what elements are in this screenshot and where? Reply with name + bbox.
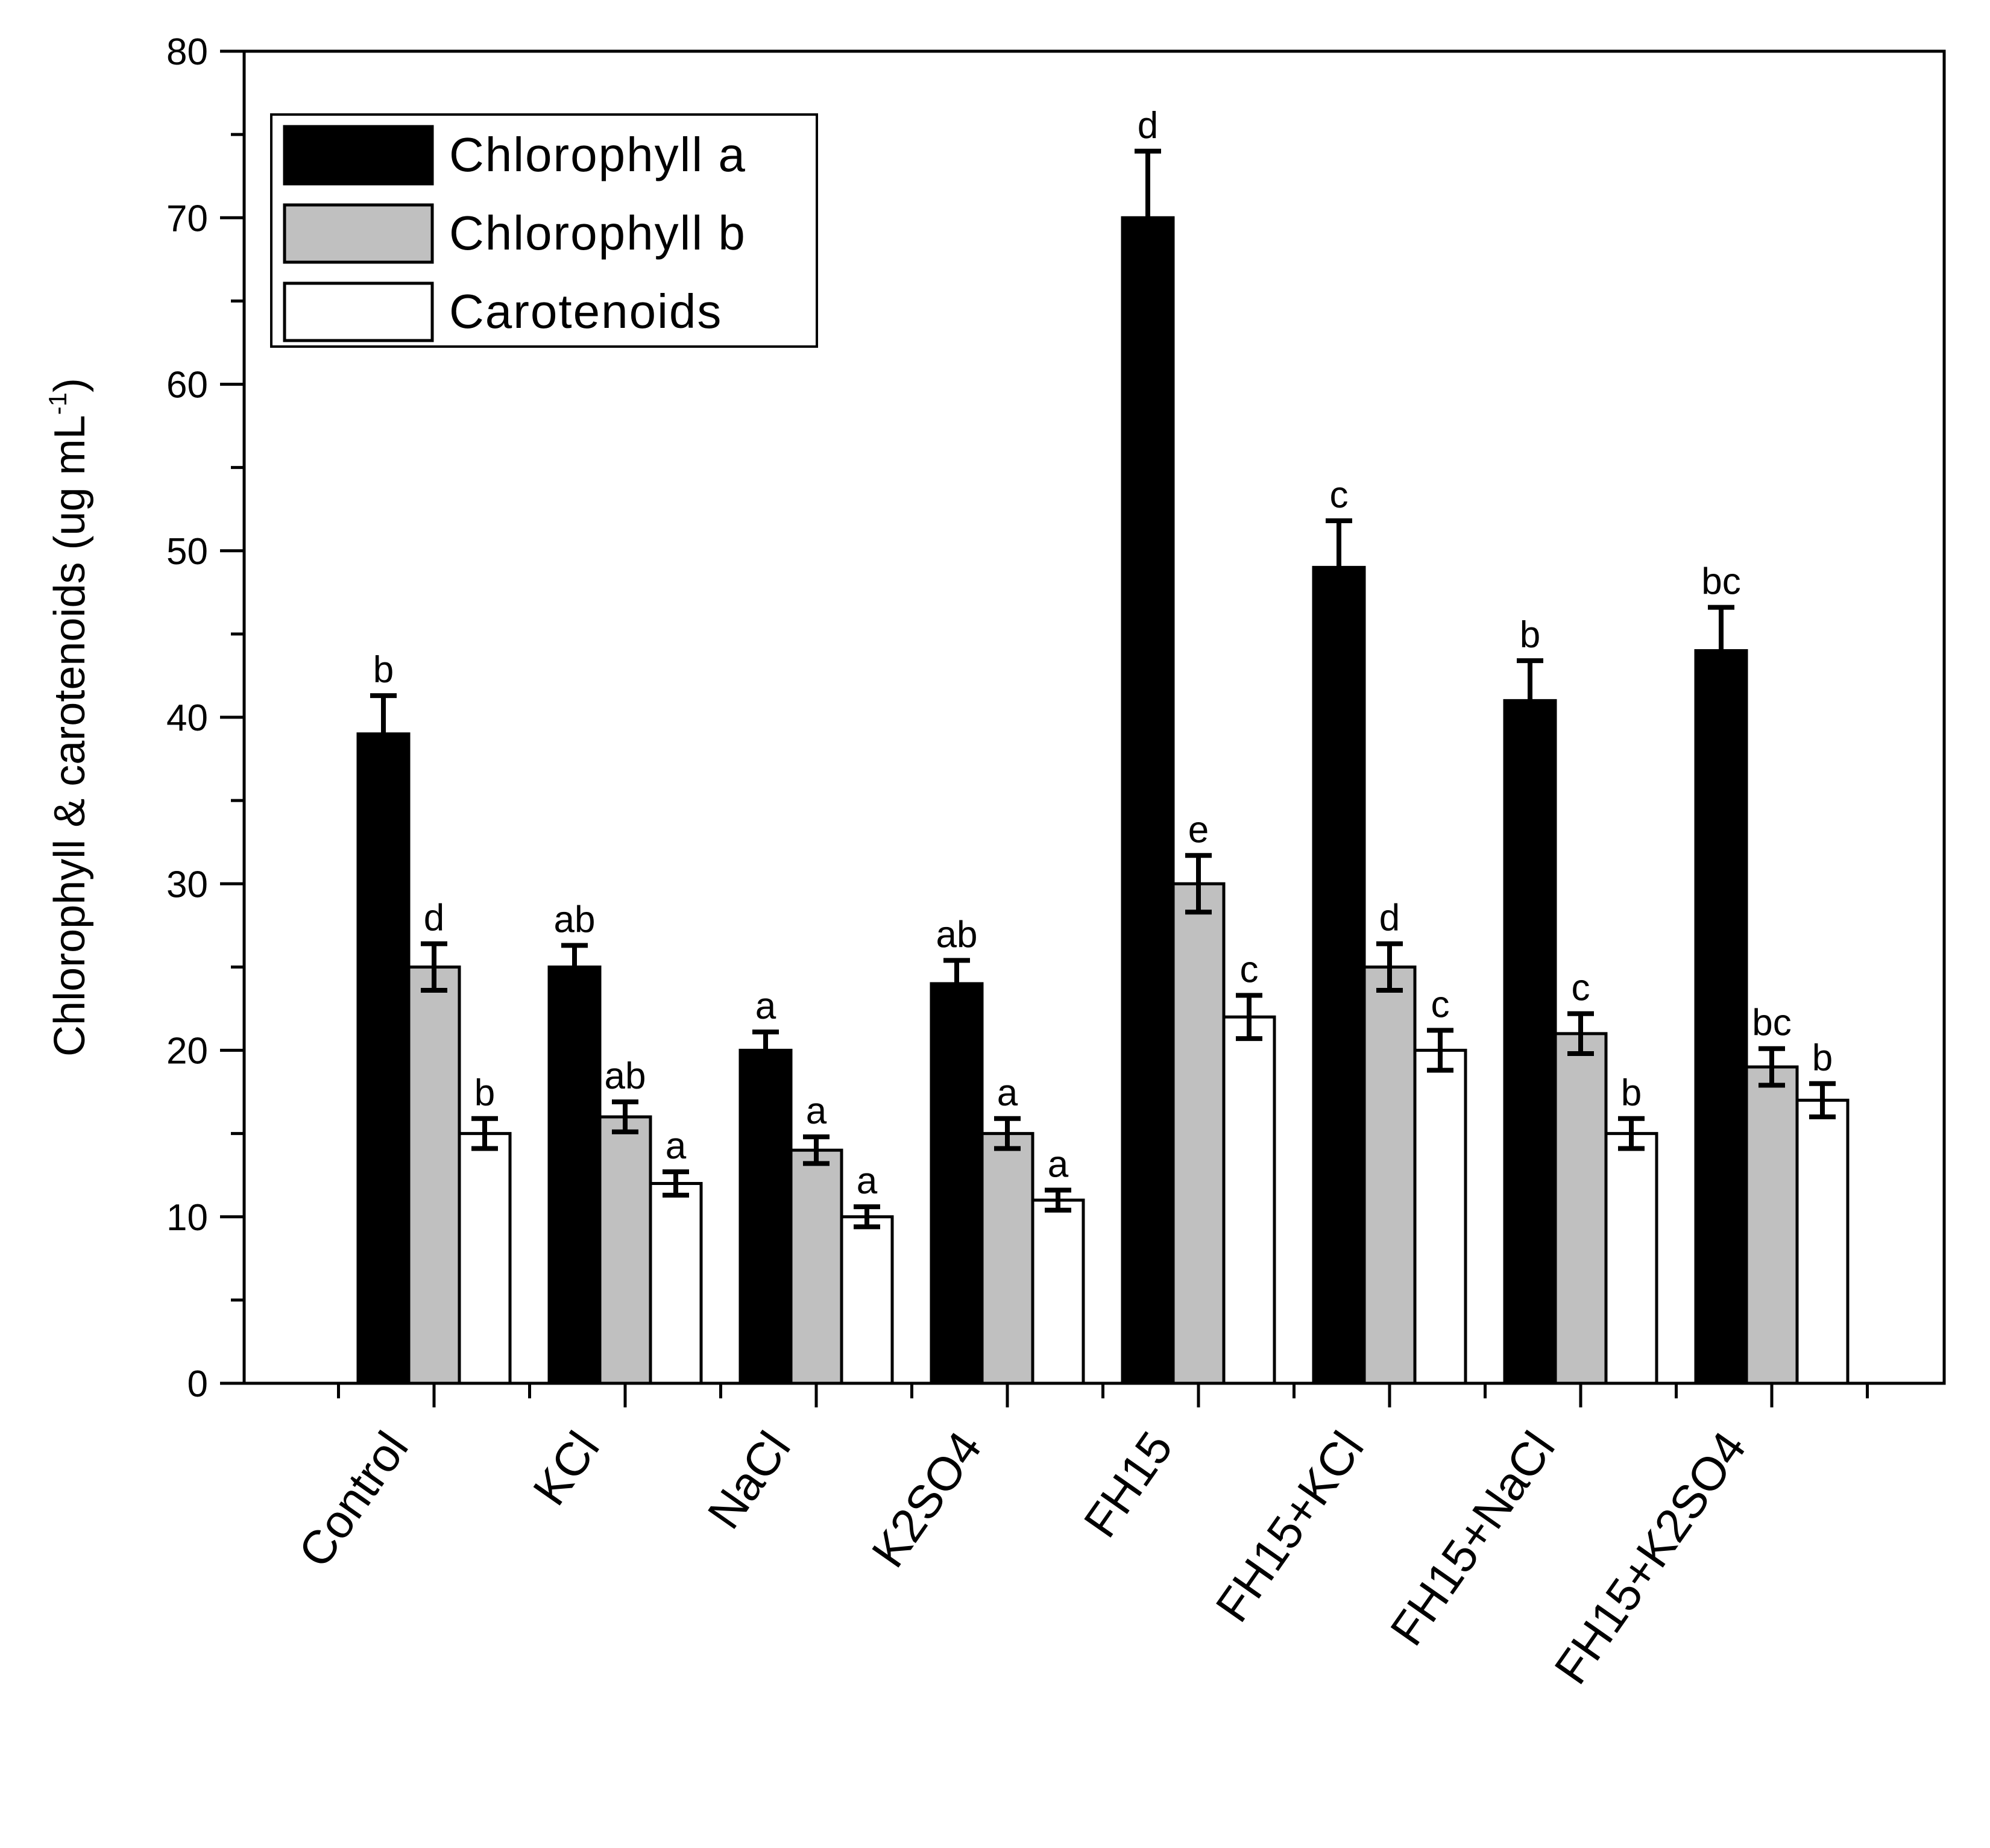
significance-label: c <box>1572 967 1590 1009</box>
bar-carotenoids-fh15-k2so4 <box>1795 1098 1850 1385</box>
significance-label: a <box>666 1125 687 1167</box>
significance-label: a <box>857 1160 878 1202</box>
bar-chlorophyll-b-fh15-nacl <box>1554 1032 1608 1385</box>
bar-chlorophyll-b-nacl <box>789 1148 843 1385</box>
bar-chlorophyll-a-control <box>356 732 411 1385</box>
legend: Chlorophyll a Chlorophyll b Carotenoids <box>270 113 818 348</box>
significance-label: ab <box>554 899 596 940</box>
legend-label-chlorophyll-b: Chlorophyll b <box>449 206 746 260</box>
x-tick-label: K2SO4 <box>861 1422 992 1576</box>
x-tick-label: NaCl <box>697 1422 801 1538</box>
significance-label: d <box>1379 897 1400 939</box>
bar-carotenoids-kcl <box>649 1182 703 1385</box>
legend-swatch-chlorophyll-a <box>283 125 434 186</box>
significance-label: c <box>1431 984 1450 1025</box>
x-tick-label: FH15+KCl <box>1205 1422 1374 1631</box>
bar-carotenoids-fh15 <box>1222 1015 1276 1385</box>
bar-chlorophyll-b-k2so4 <box>980 1132 1034 1385</box>
legend-swatch-chlorophyll-b <box>283 203 434 264</box>
y-axis-title: Chlorophyll & carotenoids (ug mL-1) <box>43 378 94 1057</box>
bar-carotenoids-k2so4 <box>1031 1198 1085 1385</box>
y-tick-label: 20 <box>166 1031 208 1072</box>
bar-chlorophyll-b-control <box>407 965 461 1385</box>
significance-label: b <box>474 1072 495 1114</box>
x-tick-label: FH15 <box>1073 1422 1182 1547</box>
bar-carotenoids-fh15-nacl <box>1604 1132 1658 1385</box>
significance-label: b <box>373 649 394 691</box>
bar-chlorophyll-a-k2so4 <box>930 982 984 1385</box>
bar-chlorophyll-b-fh15 <box>1171 882 1226 1385</box>
bar-carotenoids-nacl <box>840 1215 894 1385</box>
y-axis-title-main: Chlorophyll & carotenoids (ug mL <box>46 415 94 1057</box>
significance-label: b <box>1812 1037 1833 1079</box>
legend-label-chlorophyll-a: Chlorophyll a <box>449 128 746 181</box>
y-tick-label: 50 <box>166 531 208 573</box>
significance-label: d <box>424 897 444 939</box>
y-tick-label: 80 <box>166 31 208 73</box>
bar-chlorophyll-a-fh15-k2so4 <box>1694 649 1748 1385</box>
bar-chlorophyll-a-nacl <box>738 1049 793 1385</box>
significance-label: b <box>1520 614 1540 656</box>
y-tick-label: 0 <box>187 1363 208 1405</box>
significance-label: d <box>1138 105 1158 146</box>
y-tick-label: 70 <box>166 198 208 239</box>
bar-chlorophyll-b-fh15-k2so4 <box>1745 1065 1799 1385</box>
significance-label: ab <box>605 1055 646 1097</box>
significance-label: a <box>755 985 776 1027</box>
significance-label: b <box>1621 1072 1642 1114</box>
x-tick-label: FH15+K2SO4 <box>1544 1422 1756 1693</box>
bar-carotenoids-control <box>458 1132 512 1385</box>
bar-chlorophyll-b-kcl <box>598 1115 652 1385</box>
bar-chlorophyll-a-fh15-kcl <box>1312 565 1366 1385</box>
significance-label: a <box>806 1090 827 1132</box>
significance-label: bc <box>1752 1002 1791 1044</box>
y-tick-label: 40 <box>166 697 208 739</box>
significance-label: ab <box>936 914 978 955</box>
y-tick-label: 60 <box>166 365 208 406</box>
bar-carotenoids-fh15-kcl <box>1413 1049 1467 1385</box>
significance-label: e <box>1188 809 1209 850</box>
significance-label: c <box>1330 474 1349 516</box>
y-tick-label: 10 <box>166 1197 208 1239</box>
x-tick-label: Control <box>288 1422 418 1576</box>
significance-label: c <box>1240 949 1259 990</box>
y-axis-title-superscript: -1 <box>43 392 72 415</box>
y-tick-label: 30 <box>166 864 208 905</box>
legend-swatch-carotenoids <box>283 281 434 342</box>
y-axis-title-close: ) <box>46 378 94 392</box>
bar-chlorophyll-b-fh15-kcl <box>1362 965 1417 1385</box>
x-tick-label: KCl <box>523 1422 609 1514</box>
significance-label: a <box>997 1072 1018 1114</box>
bar-chlorophyll-a-fh15 <box>1121 216 1175 1385</box>
significance-label: bc <box>1701 561 1740 603</box>
significance-label: a <box>1048 1144 1069 1186</box>
bar-chlorophyll-a-fh15-nacl <box>1503 699 1557 1385</box>
legend-label-carotenoids: Carotenoids <box>449 284 722 338</box>
bar-chlorophyll-a-kcl <box>547 965 602 1385</box>
x-tick-label: FH15+NaCl <box>1380 1422 1565 1655</box>
